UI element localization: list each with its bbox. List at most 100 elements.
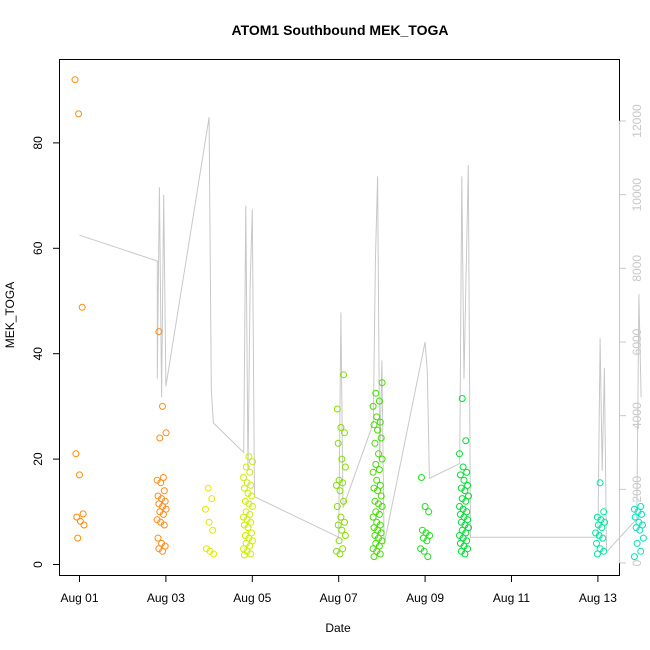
data-point	[376, 550, 384, 558]
x-tick-label: Aug 11	[493, 591, 530, 605]
y-right-tick-label: 4000	[630, 402, 644, 429]
data-point	[240, 551, 248, 559]
data-point	[424, 553, 432, 561]
x-axis: Aug 01 Aug 03 Aug 05 Aug 07 Aug 09 Aug 11 Aug …	[60, 575, 617, 605]
data-point	[245, 453, 253, 460]
scatter-points-layer	[71, 76, 647, 561]
data-point	[340, 371, 348, 379]
data-point	[341, 463, 349, 471]
data-point	[372, 389, 380, 397]
data-point	[637, 503, 645, 510]
data-point	[378, 455, 386, 463]
data-point	[338, 526, 346, 534]
data-point	[159, 402, 166, 410]
data-point	[633, 539, 641, 547]
data-point	[162, 429, 170, 437]
data-point	[160, 521, 168, 529]
data-point	[249, 537, 256, 545]
data-point	[369, 513, 377, 521]
data-point	[339, 479, 347, 487]
data-point	[76, 471, 83, 479]
data-point	[157, 479, 165, 487]
data-point	[375, 510, 383, 518]
y-axis-right: 0 2000 4000 6000 8000 10000 12000	[619, 104, 644, 566]
data-point	[242, 463, 250, 471]
data-point	[209, 526, 217, 534]
data-point	[378, 379, 386, 387]
data-point	[426, 532, 434, 539]
data-point	[465, 524, 472, 532]
data-point	[208, 495, 216, 503]
data-point	[369, 468, 377, 476]
y-right-tick-label: 12000	[630, 104, 644, 138]
data-point	[240, 474, 247, 481]
x-tick-label: Aug 01	[60, 591, 98, 605]
data-point	[465, 492, 472, 500]
data-point	[464, 545, 472, 553]
data-point	[154, 534, 162, 542]
data-point	[596, 479, 604, 487]
y-axis: 0 20 40 60 80	[31, 136, 60, 568]
data-point	[246, 468, 254, 476]
data-point	[378, 503, 386, 510]
data-point	[456, 450, 463, 458]
data-point	[248, 492, 256, 500]
data-point	[71, 76, 79, 84]
data-point	[334, 521, 342, 529]
data-point	[240, 484, 248, 492]
data-point	[376, 481, 384, 489]
data-point	[375, 466, 383, 474]
data-point	[246, 510, 254, 518]
y-right-tick-label: 10000	[630, 178, 644, 212]
data-point	[377, 434, 385, 442]
data-point	[156, 434, 164, 442]
data-point	[78, 303, 86, 311]
data-point	[639, 534, 647, 542]
data-point	[423, 537, 431, 545]
chart-title: ATOM1 Southbound MEK_TOGA	[232, 22, 449, 38]
x-tick-label: Aug 13	[579, 591, 617, 605]
data-point	[159, 474, 167, 481]
data-point	[371, 439, 379, 447]
data-point	[461, 487, 469, 495]
data-point	[600, 508, 608, 516]
data-point	[374, 487, 382, 495]
data-point	[341, 532, 349, 539]
data-point	[462, 497, 470, 505]
data-point	[375, 450, 382, 458]
altitude-line-layer	[79, 117, 642, 554]
data-point	[160, 487, 168, 495]
data-point	[73, 513, 81, 521]
data-point	[418, 474, 425, 481]
data-point	[600, 547, 608, 555]
data-point	[463, 468, 471, 476]
data-point	[155, 328, 163, 336]
data-point	[72, 450, 80, 458]
data-point	[202, 505, 209, 513]
y-right-tick-label: 8000	[630, 255, 644, 282]
y-tick-label: 40	[31, 347, 45, 361]
data-point	[372, 460, 380, 468]
data-point	[420, 547, 428, 555]
data-point	[638, 510, 646, 518]
data-point	[332, 481, 340, 489]
data-point	[210, 550, 218, 558]
x-tick-label: Aug 07	[320, 591, 358, 605]
y-tick-label: 0	[31, 561, 45, 568]
data-point	[463, 508, 471, 516]
data-point	[247, 518, 255, 526]
data-point	[244, 524, 252, 532]
data-point	[338, 455, 346, 463]
data-point	[341, 429, 348, 437]
data-point	[593, 550, 601, 558]
data-point	[460, 476, 468, 484]
data-point	[462, 437, 470, 445]
data-point	[335, 537, 343, 545]
data-point	[339, 545, 347, 553]
x-axis-label: Date	[325, 621, 351, 635]
altitude-series-line	[79, 117, 642, 554]
data-point	[75, 110, 83, 118]
y-tick-label: 60	[31, 241, 45, 255]
data-point	[340, 497, 348, 505]
data-point	[593, 539, 600, 547]
